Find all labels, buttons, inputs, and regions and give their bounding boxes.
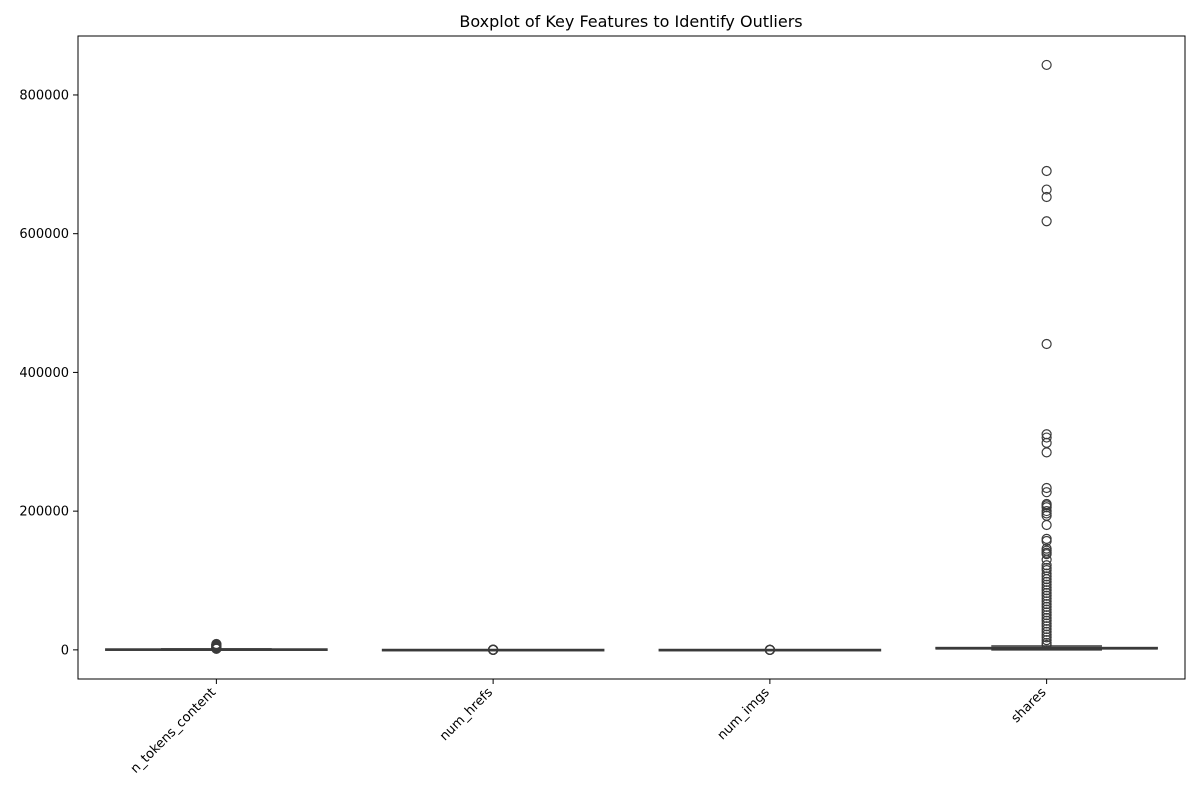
x-tick-label: num_imgs bbox=[715, 685, 773, 743]
axes-frame bbox=[77, 35, 1186, 680]
outlier-point bbox=[488, 644, 499, 655]
outlier-point bbox=[1041, 610, 1052, 621]
outlier-point bbox=[1041, 574, 1052, 585]
outlier-point bbox=[1041, 632, 1052, 643]
outlier-point bbox=[1041, 618, 1052, 629]
outlier-point bbox=[1041, 184, 1052, 195]
outlier-point bbox=[1041, 579, 1052, 590]
outlier-point bbox=[1041, 601, 1052, 612]
outlier-point bbox=[1041, 635, 1052, 646]
x-tick-label: num_hrefs bbox=[437, 685, 496, 744]
outlier-point bbox=[1041, 604, 1052, 615]
outlier-point bbox=[1041, 432, 1052, 443]
x-tick-label: shares bbox=[1009, 685, 1050, 726]
outlier-point bbox=[1041, 519, 1052, 531]
x-tick-label: n_tokens_content bbox=[128, 685, 219, 776]
outlier-point bbox=[211, 638, 222, 650]
outlier-point bbox=[1041, 607, 1052, 618]
outlier-point bbox=[1041, 582, 1052, 593]
outlier-point bbox=[1041, 587, 1052, 599]
outlier-point bbox=[1041, 623, 1052, 635]
y-tick-label: 800000 bbox=[19, 88, 69, 103]
outlier-point bbox=[1041, 615, 1052, 626]
outlier-point bbox=[1041, 447, 1052, 458]
outlier-point bbox=[1041, 482, 1052, 494]
y-tick-label: 200000 bbox=[19, 505, 69, 520]
outlier-point bbox=[1041, 338, 1052, 350]
outlier-point bbox=[1041, 585, 1052, 596]
outlier-point bbox=[1041, 535, 1052, 547]
outlier-point bbox=[1041, 590, 1052, 601]
outlier-point bbox=[1041, 596, 1052, 607]
plot-area: 0 200000 400000 600000 800000 n_tokens_conten… bbox=[19, 59, 1158, 777]
outlier-point bbox=[1041, 533, 1052, 544]
outlier-point bbox=[1041, 598, 1052, 610]
y-tick-label: 400000 bbox=[19, 366, 69, 381]
outlier-point bbox=[1041, 626, 1052, 637]
outlier-point bbox=[1041, 165, 1052, 177]
outlier-point bbox=[1041, 487, 1052, 498]
outlier-point bbox=[1041, 437, 1052, 448]
outlier-point bbox=[1041, 568, 1052, 579]
outlier-point bbox=[1041, 576, 1052, 587]
outlier-point bbox=[1041, 593, 1052, 604]
outlier-point bbox=[1041, 629, 1052, 640]
outlier-point bbox=[1041, 59, 1052, 71]
outlier-point bbox=[1041, 639, 1052, 651]
outlier-point bbox=[1041, 554, 1052, 565]
outlier-point bbox=[1041, 560, 1052, 571]
chart-title: Boxplot of Key Features to Identify Outl… bbox=[459, 12, 802, 31]
y-tick-label: 0 bbox=[61, 643, 69, 658]
outlier-point bbox=[1041, 621, 1052, 632]
y-tick-label: 600000 bbox=[19, 227, 69, 242]
outlier-point bbox=[1041, 216, 1052, 227]
outlier-point bbox=[1041, 612, 1052, 624]
outlier-point bbox=[1041, 549, 1052, 560]
outlier-point bbox=[1041, 191, 1052, 203]
outlier-point bbox=[1041, 571, 1052, 582]
outlier-point bbox=[764, 644, 775, 655]
